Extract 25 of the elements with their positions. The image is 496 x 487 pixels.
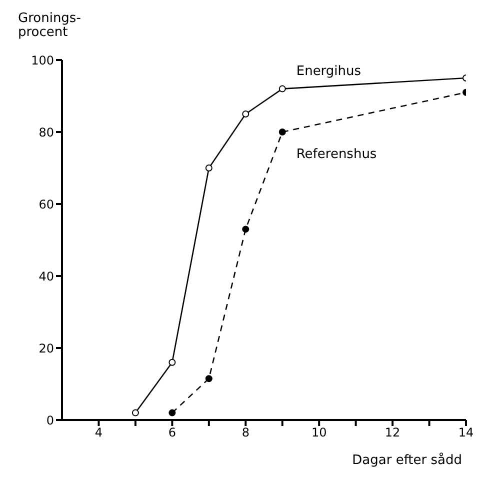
- x-tick-label: 6: [168, 426, 176, 440]
- y-tick-label: 80: [38, 125, 54, 140]
- x-tick-label: 4: [94, 426, 103, 440]
- point: [242, 226, 250, 233]
- x-tick-label: 8: [242, 426, 250, 440]
- y-tick-label: 40: [38, 269, 54, 284]
- point: [242, 110, 250, 118]
- point: [168, 409, 176, 416]
- x-tick-label: 10: [311, 426, 327, 440]
- series-label: Energihus: [296, 64, 362, 79]
- x-tick-label: 12: [384, 426, 400, 440]
- y-tick-label: 20: [38, 341, 54, 356]
- point: [278, 128, 286, 136]
- x-tick-label: 14: [458, 426, 474, 440]
- x-axis-title: Dagar efter sådd: [352, 452, 462, 468]
- point: [168, 358, 176, 366]
- point: [205, 164, 212, 172]
- point: [205, 375, 212, 382]
- point: [132, 409, 139, 416]
- y-tick-label: 0: [46, 413, 54, 428]
- y-axis-title: Gronings- procent: [18, 11, 81, 40]
- y-tick-label: 60: [38, 197, 54, 212]
- series-label: Referenshus: [296, 147, 377, 162]
- point: [278, 85, 286, 92]
- y-tick-label: 100: [31, 53, 54, 68]
